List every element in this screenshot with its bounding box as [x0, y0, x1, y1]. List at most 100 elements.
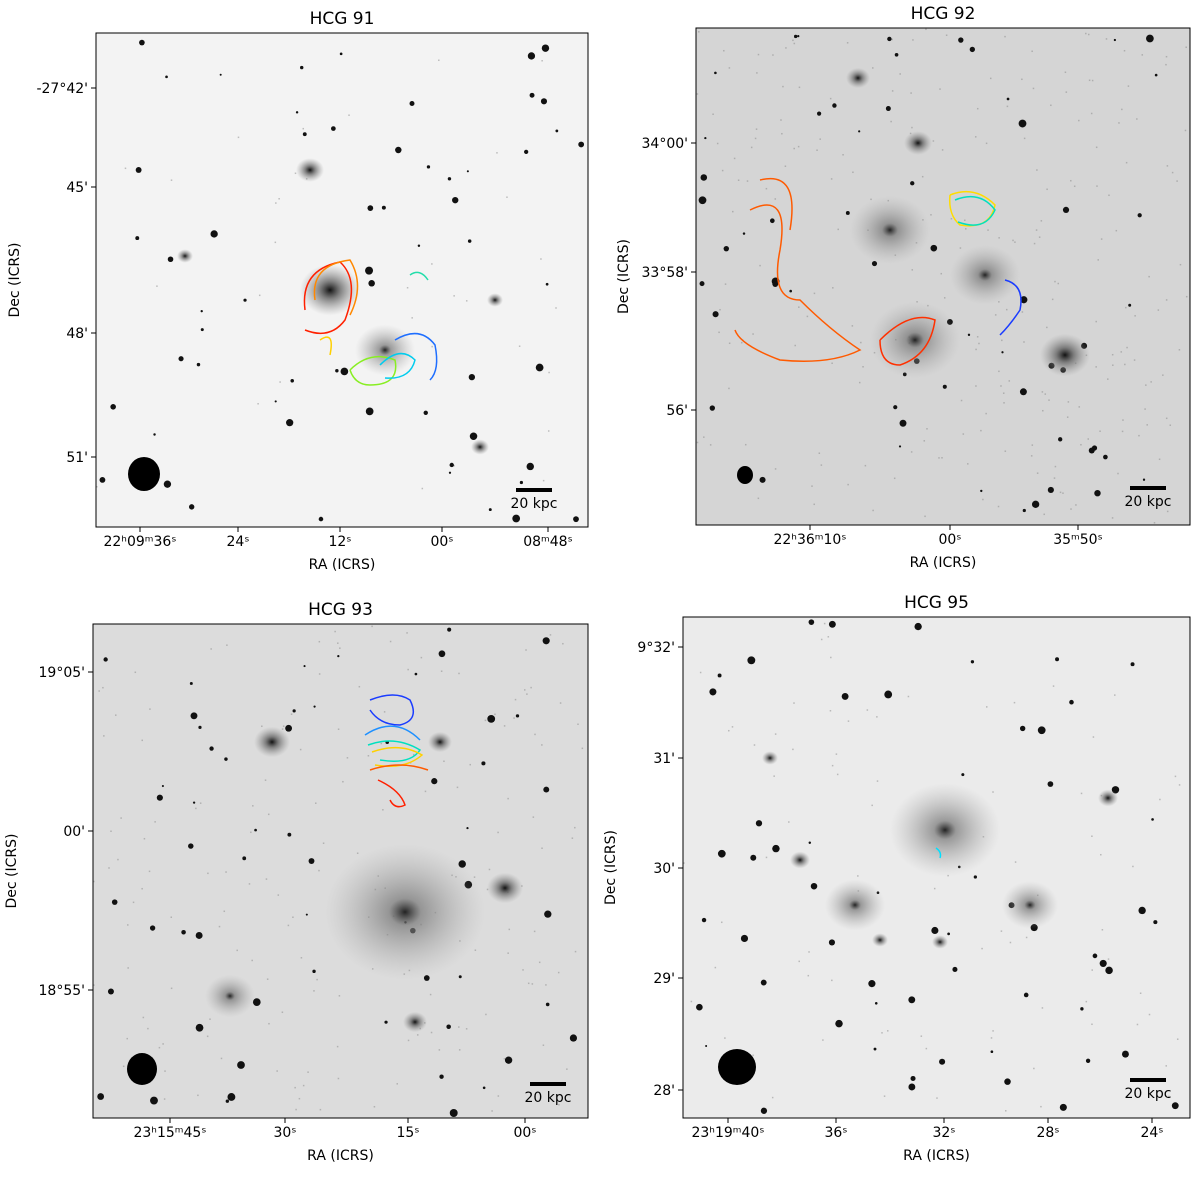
image-noise: [1097, 259, 1099, 261]
image-noise: [1144, 408, 1146, 410]
star: [367, 205, 374, 211]
image-noise: [110, 830, 112, 833]
image-noise: [503, 1058, 506, 1060]
image-noise: [891, 90, 894, 92]
image-noise: [250, 831, 252, 834]
star: [1047, 486, 1054, 494]
star: [446, 1024, 451, 1029]
image-noise: [1091, 835, 1093, 837]
image-noise: [292, 916, 294, 918]
image-noise: [933, 887, 936, 890]
star: [409, 101, 415, 107]
image-noise: [562, 642, 564, 645]
star: [303, 665, 306, 668]
image-noise: [93, 984, 95, 986]
image-noise: [571, 837, 574, 839]
image-noise: [830, 178, 833, 180]
image-noise: [940, 272, 943, 275]
image-noise: [881, 1032, 883, 1034]
beam: [128, 457, 160, 491]
star: [107, 988, 114, 995]
hi-contour: [364, 725, 421, 741]
image-noise: [225, 871, 227, 873]
star: [527, 52, 536, 60]
galaxy: [471, 439, 489, 455]
image-noise: [1042, 409, 1044, 412]
image-noise: [830, 656, 832, 659]
image-noise: [997, 505, 1000, 508]
star: [1146, 34, 1154, 43]
image-noise: [1059, 491, 1062, 494]
image-noise: [411, 317, 413, 319]
image-noise: [218, 925, 221, 928]
image-noise: [290, 713, 293, 715]
star: [760, 1107, 768, 1114]
star: [1022, 508, 1026, 513]
image-noise: [373, 1105, 376, 1108]
y-tick-label: 31': [653, 751, 675, 767]
image-noise: [793, 147, 795, 150]
image-background: [696, 28, 1190, 525]
image-noise: [1065, 91, 1068, 93]
image-noise: [1070, 508, 1072, 510]
image-noise: [1100, 238, 1103, 240]
image-noise: [122, 1065, 125, 1068]
galaxy: [205, 974, 255, 1018]
star: [1137, 213, 1142, 218]
image-noise: [348, 114, 350, 116]
star: [274, 400, 277, 403]
image-noise: [1107, 378, 1109, 380]
star: [828, 620, 836, 628]
star: [910, 181, 915, 186]
star: [526, 462, 534, 471]
image-noise: [506, 196, 508, 198]
image-noise: [831, 764, 834, 767]
image-noise: [1075, 504, 1077, 506]
image-noise: [265, 878, 268, 880]
image-noise: [992, 1030, 994, 1032]
image-noise: [965, 228, 967, 230]
image-noise: [574, 826, 576, 829]
galaxy: [325, 844, 485, 980]
image-noise: [1038, 236, 1041, 238]
x-axis-label: RA (ICRS): [309, 557, 376, 573]
image-noise: [162, 1043, 164, 1045]
image-noise: [120, 817, 122, 819]
star: [381, 205, 386, 210]
star: [99, 476, 106, 483]
star: [331, 126, 336, 131]
image-noise: [1005, 1110, 1007, 1112]
image-noise: [278, 198, 280, 200]
image-noise: [338, 995, 341, 997]
image-noise: [406, 632, 408, 634]
image-noise: [1124, 363, 1126, 366]
image-noise: [389, 640, 392, 643]
image-noise: [1107, 958, 1110, 960]
image-noise: [1125, 306, 1127, 309]
image-noise: [740, 341, 743, 344]
image-noise: [1030, 455, 1033, 457]
image-noise: [523, 689, 526, 691]
star: [438, 650, 446, 658]
star: [469, 432, 478, 441]
image-noise: [574, 950, 577, 953]
image-noise: [771, 1096, 774, 1099]
image-noise: [827, 636, 830, 638]
star: [515, 714, 520, 718]
star: [540, 98, 548, 105]
star: [700, 174, 708, 181]
x-tick-label: 22ʰ36ᵐ10ˢ: [773, 532, 846, 548]
image-noise: [1012, 239, 1014, 242]
image-noise: [147, 1027, 149, 1030]
image-noise: [1121, 430, 1124, 433]
image-noise: [226, 644, 228, 646]
beam: [718, 1049, 756, 1085]
star: [189, 681, 193, 685]
image-noise: [1078, 406, 1081, 408]
hi-contour: [379, 352, 416, 379]
star: [195, 1023, 204, 1032]
galaxy: [296, 158, 324, 182]
image-noise: [923, 440, 926, 442]
star: [178, 356, 184, 362]
image-noise: [941, 457, 943, 459]
